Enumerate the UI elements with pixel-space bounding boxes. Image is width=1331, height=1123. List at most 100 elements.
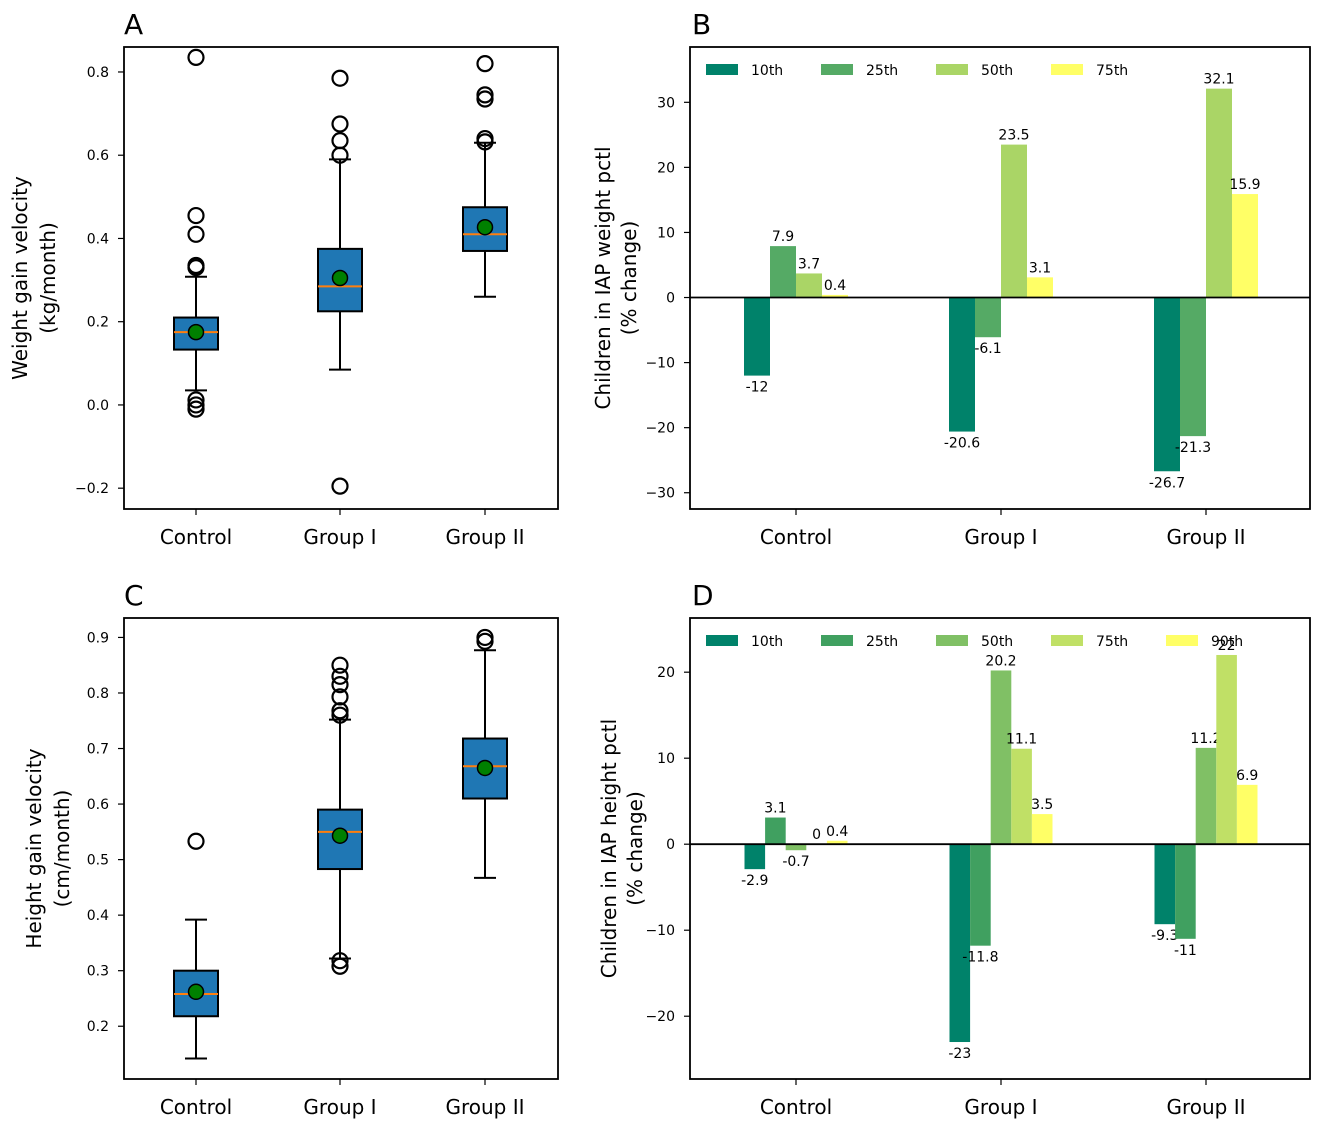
legend-swatch [821, 635, 853, 646]
y-tick-label: −0.2 [75, 481, 109, 497]
bar-data-label: 3.1 [764, 801, 786, 817]
bar [1232, 194, 1258, 298]
series-50th: 3.7 23.5 32.1 [796, 72, 1235, 298]
bar-data-label: -26.7 [1149, 475, 1185, 491]
bar [949, 844, 971, 1043]
bar [1154, 844, 1176, 925]
legend-label: 10th [751, 634, 783, 650]
y-tick-label: 10 [657, 225, 675, 241]
y-tick-label: 0.6 [87, 148, 109, 164]
series-25th: 7.9 -6.1 -21.3 [770, 229, 1211, 456]
y-tick-label: 0.8 [87, 65, 109, 81]
y-tick-label: 0.0 [87, 398, 109, 414]
series-10th: -2.9 -23 -9.3 [741, 844, 1178, 1062]
legend-swatch [821, 64, 853, 75]
outlier-point [331, 957, 349, 975]
y-tick-label: −20 [645, 421, 675, 437]
bar-data-label: -0.7 [782, 854, 809, 870]
panel-letter: D [692, 579, 714, 612]
outlier-point [331, 952, 349, 970]
legend-label: 50th [981, 634, 1013, 650]
bar-data-label: 23.5 [998, 128, 1029, 144]
y-axis-label: (% change) [617, 221, 641, 336]
mean-point [331, 827, 349, 844]
y-tick-label: 20 [657, 160, 675, 176]
outlier-point [476, 133, 494, 151]
x-tick-label: Control [160, 525, 232, 549]
y-tick-label: 20 [657, 665, 675, 681]
bar [990, 670, 1012, 845]
x-tick-label: Group I [964, 1095, 1037, 1119]
mean-point [476, 759, 494, 777]
panel-D: D Children in IAP height pctl (% change) −2… [597, 579, 1311, 1119]
bar-data-label: -12 [746, 380, 769, 396]
axes-frame [123, 617, 559, 1080]
bar [970, 844, 991, 946]
mean-point [187, 323, 205, 341]
legend-label: 75th [1096, 634, 1128, 650]
outlier-point [476, 90, 494, 108]
outlier-point [187, 832, 205, 850]
legend-swatch [936, 635, 968, 646]
legend-label: 25th [866, 634, 898, 650]
bar-data-label: 0.4 [826, 824, 848, 840]
legend-swatch [706, 635, 738, 646]
y-tick-label: 0.9 [87, 630, 109, 646]
y-axis-label: Weight gain velocity [8, 176, 32, 380]
y-axis-label: (kg/month) [36, 222, 60, 334]
box-Group II [462, 55, 508, 298]
bar [1236, 784, 1258, 845]
x-tick-label: Control [760, 1095, 832, 1119]
bar [785, 844, 807, 851]
y-tick-label: −30 [645, 486, 675, 502]
y-tick-label: 0.2 [87, 1019, 109, 1035]
y-tick-label: −10 [645, 356, 675, 372]
box-Control [173, 832, 219, 1060]
bar-data-label: 0 [812, 827, 821, 843]
bar-data-label: 3.5 [1031, 797, 1053, 813]
x-tick-label: Group II [445, 1095, 524, 1119]
x-tick-label: Group I [303, 1095, 376, 1119]
outlier-point [187, 258, 205, 277]
axes-frame [689, 617, 1311, 1080]
bar-data-label: 20.2 [985, 653, 1016, 669]
legend-label: 90th [1211, 634, 1243, 650]
panel-letter: C [124, 579, 144, 612]
x-tick-label: Control [160, 1095, 232, 1119]
panel-B: B Children in IAP weight pctl (% change) −3… [591, 8, 1311, 549]
legend: 10th 25th 50th 75th 90th [706, 634, 1243, 650]
y-tick-label: 0.8 [87, 686, 109, 702]
panel-letter: B [692, 8, 711, 41]
bar [1216, 654, 1237, 845]
y-tick-label: 0.3 [87, 964, 109, 980]
x-tick-label: Group II [1166, 525, 1245, 549]
mean-point [187, 983, 205, 1001]
y-tick-label: 0.7 [87, 742, 109, 758]
bar-data-label: -20.6 [944, 436, 980, 452]
bar-data-label: 11.2 [1190, 731, 1221, 747]
outlier-point [331, 676, 349, 694]
panel-A: A Weight gain velocity (kg/month) −0.2 0.0 0.… [8, 8, 559, 549]
bar-data-label: -9.3 [1151, 928, 1178, 944]
y-tick-label: 10 [657, 751, 675, 767]
bar-data-label: -11 [1174, 943, 1197, 959]
panel-C: C Height gain velocity (cm/month) 0.2 0.3 0.4… [22, 579, 559, 1119]
bar-data-label: 6.9 [1236, 768, 1258, 784]
bar [1027, 277, 1053, 298]
y-tick-label: 30 [657, 95, 675, 111]
legend-swatch [936, 64, 968, 75]
bar-data-label: 7.9 [772, 229, 794, 245]
y-axis-label: Children in IAP weight pctl [591, 146, 615, 409]
bar [1031, 814, 1053, 845]
y-axis-label: Height gain velocity [22, 748, 46, 948]
outlier-point [331, 702, 349, 720]
x-tick-label: Group II [445, 525, 524, 549]
outlier-point [331, 667, 349, 685]
bar [822, 294, 848, 298]
series-90th: 0.4 3.5 6.9 [826, 768, 1258, 845]
bar [744, 297, 770, 376]
legend-swatch [706, 64, 738, 75]
outlier-point [331, 477, 349, 495]
outlier-point [331, 132, 349, 150]
